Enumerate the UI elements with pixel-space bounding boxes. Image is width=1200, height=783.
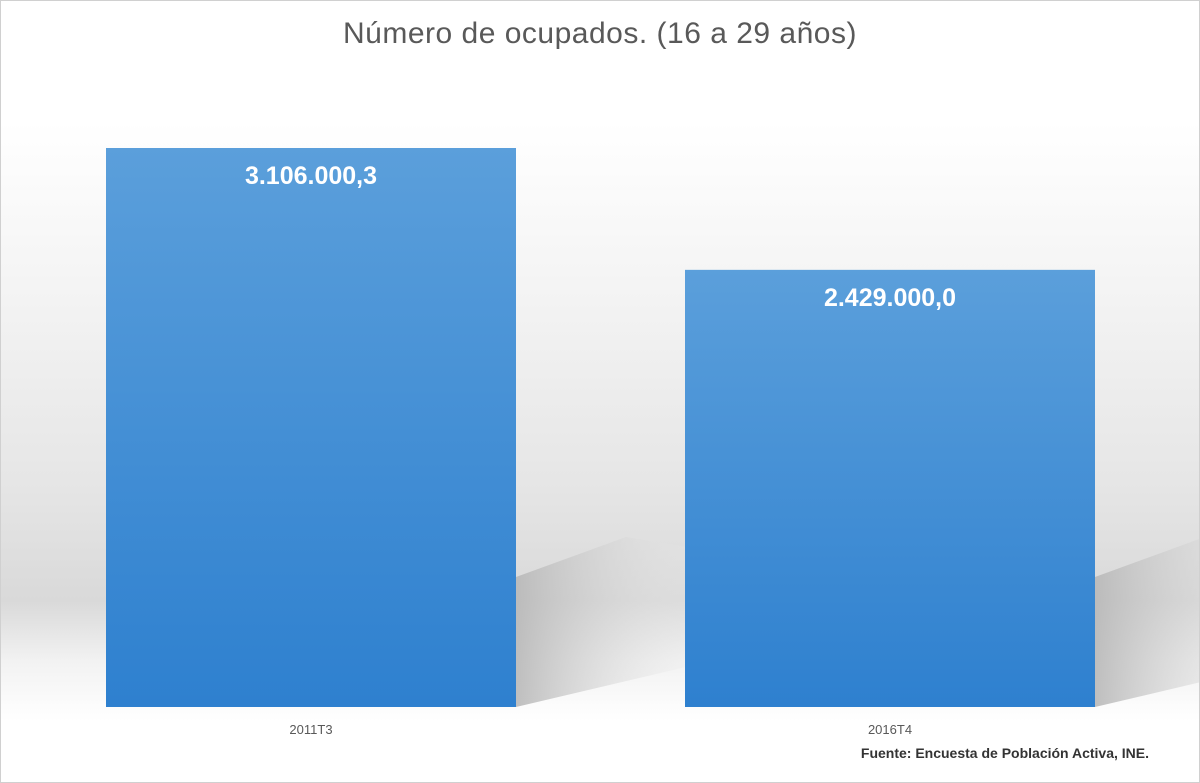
- bar-2016T4: [685, 269, 1095, 707]
- bar-shadow: [516, 537, 686, 707]
- bar-shadows: [516, 537, 1199, 707]
- data-label-2016T4: 2.429.000,0: [824, 284, 956, 312]
- category-label-2016T4: 2016T4: [868, 722, 912, 737]
- bars-group: [106, 148, 1095, 707]
- source-note: Fuente: Encuesta de Población Activa, IN…: [860, 745, 1149, 761]
- labels-group: 3.106.000,3 2011T3 2.429.000,0 2016T4: [245, 162, 956, 737]
- data-label-2011T3: 3.106.000,3: [245, 162, 377, 190]
- bar-2011T3: [106, 148, 516, 707]
- bar-shadow: [1095, 539, 1199, 707]
- category-label-2011T3: 2011T3: [289, 722, 332, 737]
- chart-title: Número de ocupados. (16 a 29 años): [343, 17, 857, 50]
